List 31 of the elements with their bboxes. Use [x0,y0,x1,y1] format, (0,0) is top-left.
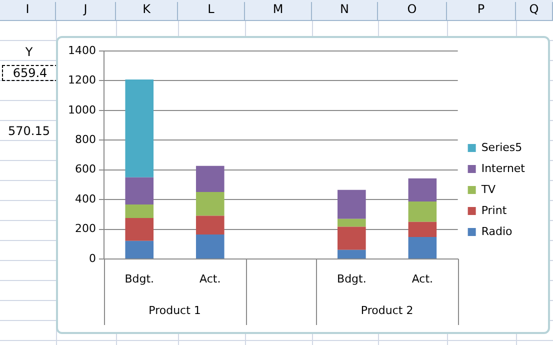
text: M [245,2,312,20]
legend-label: Print [481,204,508,217]
y-tick-label: 600 [74,162,96,176]
y-tick-label: 800 [74,133,96,146]
text: L [178,2,245,20]
text: Y [24,45,34,59]
text: 659.4 [2,65,58,81]
text: N [312,2,378,20]
x-tick-label: Act. [200,272,221,286]
y-tick-label: 0 [88,252,96,265]
text: J [56,2,116,20]
y-tick-label: 200 [74,222,96,236]
text: Q [516,2,553,20]
y-tick-label: 400 [74,192,96,206]
text: 570.15 [7,124,51,138]
y-tick-label: 1200 [68,74,96,87]
legend-label: TV [480,182,496,196]
text: Product 1 [148,304,201,317]
text: Product 2 [360,304,414,317]
text: P [447,2,516,20]
legend-label: Series5 [481,140,522,154]
text: O [378,2,447,20]
x-tick-label: Act. [412,272,434,286]
x-tick-label: Bdgt. [337,272,366,286]
x-tick-label: Bdgt. [124,272,154,286]
y-tick-label: 1000 [68,103,96,116]
text: I [0,2,56,20]
legend-label: Internet [481,162,526,175]
legend-label: Radio [481,224,513,238]
text: K [116,2,178,20]
y-tick-label: 1400 [68,44,96,57]
